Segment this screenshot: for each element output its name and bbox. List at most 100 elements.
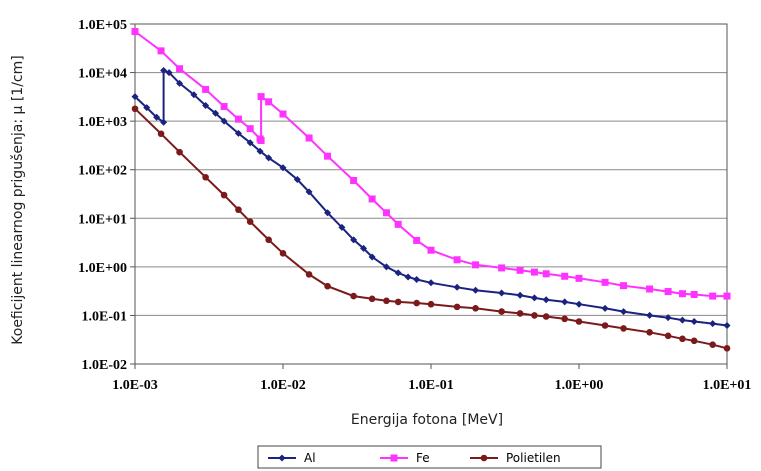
data-point-al xyxy=(305,188,313,196)
data-point-polietilen xyxy=(394,298,402,306)
data-point-fe xyxy=(453,256,461,264)
data-point-fe xyxy=(176,65,184,73)
x-tick-label: 1.0E-01 xyxy=(408,378,454,393)
data-point-al xyxy=(646,311,654,319)
data-point-polietilen xyxy=(265,236,272,244)
series-line-fe xyxy=(134,30,727,298)
data-point-polietilen xyxy=(324,282,331,290)
data-point-polietilen xyxy=(575,318,583,325)
series-polietilen xyxy=(131,105,731,352)
legend-marker-al xyxy=(278,454,286,462)
data-point-fe xyxy=(368,195,376,203)
data-point-fe xyxy=(516,266,524,274)
data-point-polietilen xyxy=(601,322,609,329)
data-point-fe xyxy=(202,85,210,93)
grid-lines xyxy=(135,23,727,365)
series-layer xyxy=(131,28,731,352)
legend-label-al: Al xyxy=(304,451,316,465)
y-tick-label: 1.0E-01 xyxy=(82,309,128,324)
data-point-fe xyxy=(690,290,698,298)
data-point-polietilen xyxy=(516,310,524,317)
data-point-al xyxy=(413,275,421,283)
data-point-polietilen xyxy=(620,325,627,332)
data-point-al xyxy=(165,69,173,77)
series-line-al xyxy=(134,69,728,327)
data-point-al xyxy=(131,93,139,101)
data-point-fe xyxy=(246,125,254,133)
data-point-fe xyxy=(350,176,358,184)
data-point-al xyxy=(472,286,480,294)
data-point-polietilen xyxy=(157,130,165,138)
data-point-al xyxy=(293,175,301,183)
data-point-fe xyxy=(601,278,609,286)
data-point-polietilen xyxy=(279,250,287,257)
data-point-al xyxy=(620,308,628,316)
data-point-fe xyxy=(234,115,242,123)
data-point-polietilen xyxy=(679,335,686,343)
x-axis-label: Energija fotona [MeV] xyxy=(351,412,503,428)
data-point-polietilen xyxy=(498,308,505,315)
data-point-polietilen xyxy=(561,315,568,323)
data-point-al xyxy=(160,67,168,75)
y-tick-label: 1.0E+03 xyxy=(78,115,127,130)
data-point-fe xyxy=(709,292,717,300)
data-point-al xyxy=(279,164,287,172)
data-point-al xyxy=(265,154,273,162)
data-point-fe xyxy=(575,274,583,282)
data-point-al xyxy=(404,273,412,281)
series-fe xyxy=(131,28,731,300)
y-tick-label: 1.0E+00 xyxy=(78,261,127,276)
data-point-fe xyxy=(265,98,273,106)
data-point-al xyxy=(382,263,390,271)
data-point-fe xyxy=(279,110,287,118)
y-tick-labels: 1.0E-02 1.0E-01 1.0E+00 1.0E+01 1.0E+02 1.0E+… xyxy=(78,18,135,373)
legend-label-fe: Fe xyxy=(416,451,430,465)
data-point-polietilen xyxy=(542,313,550,320)
data-point-polietilen xyxy=(690,337,698,345)
data-point-al xyxy=(678,316,686,324)
data-point-fe xyxy=(394,220,402,228)
data-point-polietilen xyxy=(709,341,716,348)
data-point-al xyxy=(202,101,210,109)
data-point-al xyxy=(542,296,550,304)
y-axis-label: Koeficijent linearnog prigušenja: μ [1/c… xyxy=(10,55,26,344)
data-point-al xyxy=(368,253,376,261)
y-tick-label: 1.0E+01 xyxy=(78,212,127,227)
series-line-polietilen xyxy=(134,107,728,350)
data-point-fe xyxy=(257,93,265,101)
x-tick-label: 1.0E+01 xyxy=(703,378,752,393)
data-point-al xyxy=(324,209,332,217)
data-point-fe xyxy=(382,209,390,217)
data-point-polietilen xyxy=(472,305,479,312)
x-tick-label: 1.0E-03 xyxy=(112,378,158,393)
legend-item-al: Al xyxy=(268,451,316,465)
y-tick-label: 1.0E-02 xyxy=(82,358,128,373)
data-point-al xyxy=(561,298,569,306)
data-point-al xyxy=(453,283,461,291)
y-tick-label: 1.0E+04 xyxy=(78,67,127,82)
data-point-al xyxy=(575,300,583,308)
data-point-al xyxy=(246,139,254,147)
x-tick-label: 1.0E+00 xyxy=(555,378,604,393)
data-point-al xyxy=(601,304,609,312)
data-point-al xyxy=(190,91,198,99)
data-point-fe xyxy=(305,134,313,142)
data-point-polietilen xyxy=(246,218,254,226)
data-point-al xyxy=(350,236,358,244)
data-point-fe xyxy=(620,282,628,290)
data-point-polietilen xyxy=(664,332,672,340)
data-point-fe xyxy=(131,28,139,36)
data-point-al xyxy=(338,223,346,231)
legend: Al Fe Polietilen xyxy=(257,445,602,469)
data-point-fe xyxy=(678,290,686,298)
data-point-polietilen xyxy=(305,271,313,278)
data-point-fe xyxy=(542,270,550,278)
data-point-polietilen xyxy=(176,148,183,156)
data-point-al xyxy=(153,113,161,121)
data-point-fe xyxy=(324,152,332,160)
legend-label-polietilen: Polietilen xyxy=(506,451,561,465)
data-point-polietilen xyxy=(413,299,420,307)
data-point-fe xyxy=(646,285,654,293)
data-point-polietilen xyxy=(368,295,376,303)
data-point-al xyxy=(143,104,151,112)
